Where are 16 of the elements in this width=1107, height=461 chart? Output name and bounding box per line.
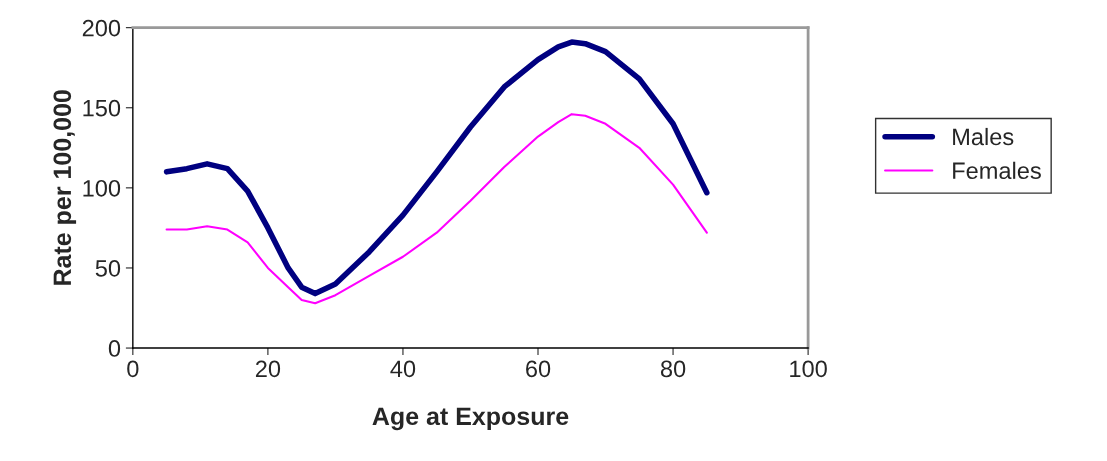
line-series bbox=[165, 113, 708, 305]
x-tick-label: 80 bbox=[660, 360, 686, 378]
x-tick-label: 100 bbox=[790, 360, 827, 378]
x-axis-title: Age at Exposure bbox=[372, 407, 569, 431]
x-tick-label: 20 bbox=[255, 360, 281, 378]
x-tick-label: 40 bbox=[390, 360, 416, 378]
legend-label: Males bbox=[953, 127, 1014, 146]
y-tick-label: 200 bbox=[82, 19, 121, 37]
y-axis-title: Rate per 100,000 bbox=[53, 90, 77, 285]
y-tick-label: 50 bbox=[95, 260, 121, 277]
y-tick-label: 0 bbox=[108, 340, 121, 357]
x-tick-label: 0 bbox=[127, 360, 139, 378]
x-tick-label: 60 bbox=[526, 360, 551, 378]
y-tick-label: 100 bbox=[83, 179, 121, 197]
y-tick-label: 150 bbox=[83, 99, 121, 117]
legend-label: Females bbox=[953, 161, 1041, 180]
